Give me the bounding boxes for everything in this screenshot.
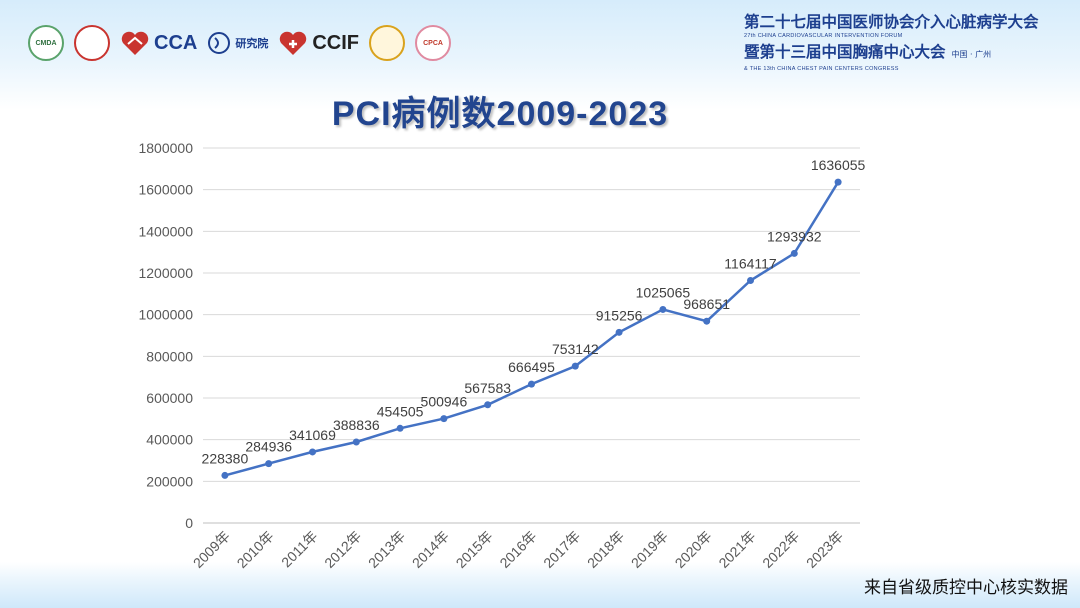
data-label: 228380: [202, 450, 249, 466]
institute-emblem-icon: [208, 32, 231, 54]
data-label: 915256: [596, 307, 643, 323]
chart-title: PCI病例数2009-2023: [331, 95, 669, 133]
data-label: 341069: [289, 427, 336, 443]
logo-strip: CMDA CCA 研究院 CCIF CPCA: [28, 25, 452, 61]
data-label: 1025065: [636, 284, 691, 300]
series-points: [221, 178, 842, 479]
heart-institute-logo: 研究院: [207, 30, 268, 56]
conference-place: 中国 · 广州: [951, 50, 992, 59]
x-tick-label: 2016年: [496, 528, 539, 571]
y-tick-label: 1600000: [138, 182, 193, 198]
data-point: [834, 178, 842, 186]
data-point: [571, 362, 579, 370]
conference-subtitle-1: 27th CHINA CARDIOVASCULAR INTERVENTION F…: [744, 33, 903, 39]
chart-grid: [203, 147, 860, 524]
x-tick-label: 2014年: [409, 528, 452, 571]
data-label: 454505: [377, 403, 424, 419]
x-tick-label: 2012年: [321, 528, 364, 571]
y-tick-label: 200000: [146, 473, 193, 489]
y-tick-label: 1800000: [138, 140, 193, 156]
data-point: [440, 415, 448, 423]
x-axis-labels: 2009年 2010年 2011年 2012年 2013年 2014年 2015年 2016年…: [190, 528, 846, 571]
data-point: [352, 438, 360, 446]
heart-icon: [121, 31, 149, 55]
x-tick-label: 2019年: [628, 528, 671, 571]
data-label: 567583: [464, 380, 511, 396]
data-point: [396, 424, 404, 432]
data-label: 1636055: [811, 157, 866, 173]
y-tick-label: 600000: [146, 390, 193, 406]
x-tick-label: 2020年: [672, 528, 715, 571]
data-source-note: 来自省级质控中心核实数据: [864, 578, 1068, 597]
x-tick-label: 2010年: [234, 528, 277, 571]
cmda-logo: CMDA: [28, 25, 64, 61]
data-label: 284936: [245, 439, 292, 455]
x-tick-label: 2013年: [365, 528, 408, 571]
ccif-heart-icon: [280, 31, 307, 55]
data-point: [265, 460, 273, 468]
data-point: [615, 328, 623, 336]
data-label: 753142: [552, 341, 599, 357]
y-tick-label: 0: [185, 515, 193, 531]
cpca-logo: CPCA: [415, 25, 452, 61]
data-point: [747, 276, 754, 284]
x-tick-label: 2023年: [803, 528, 846, 571]
data-label: 1164117: [724, 255, 777, 271]
conference-banner: 第二十七届中国医师协会介入心脏病学大会 27th CHINA CARDIOVAS…: [744, 12, 1062, 73]
x-tick-label: 2022年: [759, 528, 802, 571]
ccif-logo: CCIF: [278, 30, 359, 56]
conference-title-2: 暨第十三届中国胸痛中心大会 中国 · 广州: [744, 42, 992, 61]
y-tick-label: 1000000: [138, 307, 193, 323]
y-tick-label: 1400000: [138, 223, 193, 239]
x-tick-label: 2018年: [584, 528, 627, 571]
y-tick-label: 1200000: [138, 265, 193, 281]
x-tick-label: 2011年: [278, 528, 321, 571]
header-background: [0, 0, 1080, 110]
data-point: [484, 401, 492, 409]
data-label: 666495: [508, 359, 555, 375]
cca-logo: CCA: [120, 30, 197, 56]
data-label: 500946: [421, 394, 468, 410]
x-tick-label: 2015年: [453, 528, 496, 571]
data-point: [221, 471, 229, 479]
x-tick-label: 2017年: [540, 528, 583, 571]
y-axis-labels: 0 200000 400000 600000 800000 1000000 1200000 1…: [138, 140, 193, 531]
red-ring-logo: [74, 25, 110, 61]
conference-title-1: 第二十七届中国医师协会介入心脏病学大会: [744, 12, 1039, 31]
data-label: 968651: [683, 296, 730, 312]
y-tick-label: 400000: [146, 432, 193, 448]
data-label: 388836: [333, 417, 380, 433]
data-label: 1293932: [767, 228, 822, 244]
data-point: [703, 317, 711, 325]
y-tick-label: 800000: [146, 348, 193, 364]
conference-subtitle-2: & THE 13th CHINA CHEST PAIN CENTERS CONG…: [744, 66, 899, 72]
data-point: [528, 380, 535, 388]
x-tick-label: 2021年: [715, 528, 758, 571]
data-point: [659, 305, 667, 313]
data-point: [309, 448, 316, 456]
gold-seal-logo: [369, 25, 406, 61]
data-point: [790, 249, 798, 257]
footer-background: [0, 562, 1080, 608]
data-labels: 2283802849363410693888364545055009465675…: [202, 157, 866, 466]
x-tick-label: 2009年: [190, 528, 233, 571]
